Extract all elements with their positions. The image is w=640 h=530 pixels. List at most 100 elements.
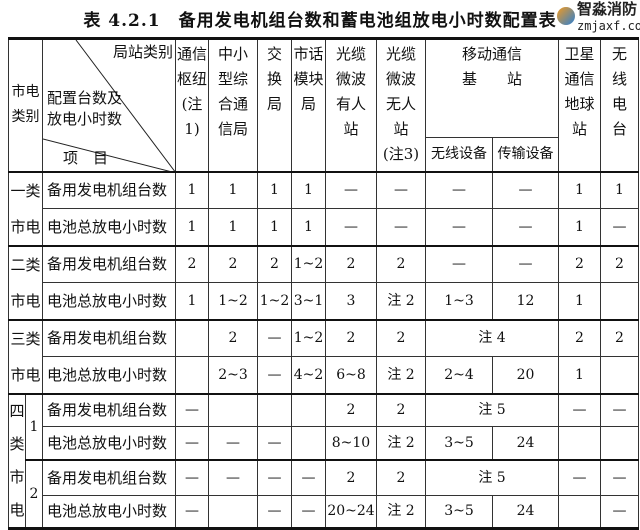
table-cell: 注 2 [376,282,426,320]
table-cell: 1 [558,170,602,209]
table-cell: — [208,426,258,460]
table-cell: — [257,426,292,460]
category-cell: 一类 市电 [8,170,43,246]
table-cell: 2~3 [208,356,258,394]
table-cell: — [558,458,602,496]
table-cell: 1~2 [257,282,292,320]
config-table: 市电 类别 局站类别 配置台数及 放电小时数 项 目 通信 枢纽 (注1) 中小… [8,37,640,530]
table-cell: 1 [291,170,326,209]
diagonal-lines [43,40,175,171]
table-cell: — [600,208,640,246]
table-cell: 2 [376,458,426,496]
header-exchange: 交 换 局 [257,38,292,172]
table-cell: — [291,494,326,529]
table-cell: 注 5 [424,392,560,427]
table-cell: 1~2 [208,282,258,320]
table-row: 电池总放电小时数 1 1~2 1~2 3~1 3 注 2 1~3 12 1 [9,282,640,320]
table-row: 二类 市电 备用发电机组台数 2 2 2 1~2 2 2— —2 2 [8,244,640,320]
diag-label-station-type: 局站类别 [112,43,173,61]
table-cell: 3~1 [291,282,326,320]
table-cell: 注 4 [424,318,560,357]
table-cell: 1 [558,282,602,320]
table-cell [208,494,258,529]
table-cell [175,318,209,357]
table-cell: 2 [208,318,258,357]
table-cell: 2 [257,244,292,283]
header-hub: 通信 枢纽 (注1) [175,38,209,172]
table-cell: 4~2 [291,356,326,394]
table-cell: — [257,458,292,496]
table-cell: — [325,208,377,246]
item-label: 电池总放电小时数 [42,356,176,394]
item-label: 备用发电机组台数 [42,170,176,209]
table-cell [600,282,640,320]
table-cell [600,356,640,394]
table-cell: — [291,458,326,496]
table-cell: — [376,170,426,209]
table-cell: — [425,208,493,246]
table-cell: 2 [325,318,377,357]
table-cell: — [491,170,560,209]
category-cell: 二类 市电 [8,244,43,320]
table-cell: 20 [491,356,560,394]
watermark-name: 智淼消防 [577,0,638,18]
table-cell: 1~2 [291,244,326,283]
table-row: 电池总放电小时数 1 1 1 1— — — —1— [9,208,640,246]
table-cell: 2 [325,458,377,496]
table-cell: 3~5 [425,426,493,460]
table-cell: 2 [376,392,426,427]
table-cell: 1 [600,170,640,209]
table-cell: 1 [558,208,602,246]
table-cell: 1~2 [291,318,326,357]
table-cell: 24 [491,426,560,460]
header-unmanned: 光缆 微波 无人 站 (注3) [376,38,426,172]
table-cell [175,356,209,394]
table-body: 一类 市电 备用发电机组台数 1 1 1 1— — — —1 1 电池总放电小时数 1 1 1 1— — — —1… [8,170,640,529]
table-cell: 2 [376,244,426,283]
subcategory-cell: 2 [25,458,43,529]
table-cell: — [208,458,258,496]
item-label: 电池总放电小时数 [42,208,176,246]
table-cell: 1 [291,208,326,246]
table-cell: 1 [208,208,258,246]
table-cell: 注 2 [376,426,426,460]
table-cell: 20~24 [325,494,377,529]
table-row: 2 备用发电机组台数 — — — —2 2 注 5— — [9,458,640,529]
table-cell: — [558,392,602,427]
table-cell: 3 [325,282,377,320]
table-cell [208,392,258,427]
item-label: 备用发电机组台数 [42,318,176,357]
table-cell: 6~8 [325,356,377,394]
subcategory-cell: 1 [25,392,43,460]
watermark-url: zmjaxf.com [577,19,640,33]
header-mobile-base: 移动通信 基 站 [424,38,560,138]
table-cell: 2 [208,244,258,283]
watermark: 智淼消防 zmjaxf.com [557,0,640,35]
table-cell: — [600,494,640,529]
item-label: 备用发电机组台数 [42,458,176,496]
item-label: 电池总放电小时数 [42,494,176,529]
table-cell: — [491,208,560,246]
item-label: 备用发电机组台数 [42,244,176,283]
table-cell: 1 [558,356,602,394]
table-cell: 1 [257,208,292,246]
header-category: 市电 类别 [8,38,43,172]
table-cell: 24 [491,494,560,529]
header-diagonal-cell: 局站类别 配置台数及 放电小时数 项 目 [42,38,176,172]
table-cell: — [600,458,640,496]
table-cell: — [175,392,209,427]
table-cell: 2 [600,244,640,283]
header-wireless: 无线设备 [425,137,493,172]
table-cell: 2 [325,244,377,283]
table-cell: 2 [175,244,209,283]
table-cell: 2 [600,318,640,357]
table-cell: 注 2 [376,494,426,529]
table-cell: 2 [376,318,426,357]
table-cell: — [325,170,377,209]
item-label: 备用发电机组台数 [42,392,176,427]
table-cell: 8~10 [325,426,377,460]
table-row: 电池总放电小时数 — — —20~24 注 2 3~5 24— [9,494,640,529]
table-cell [257,392,292,427]
table-row: 四 类 市 电 1 备用发电机组台数 —2 2 注 5— — [8,392,640,529]
table-cell: — [600,392,640,427]
